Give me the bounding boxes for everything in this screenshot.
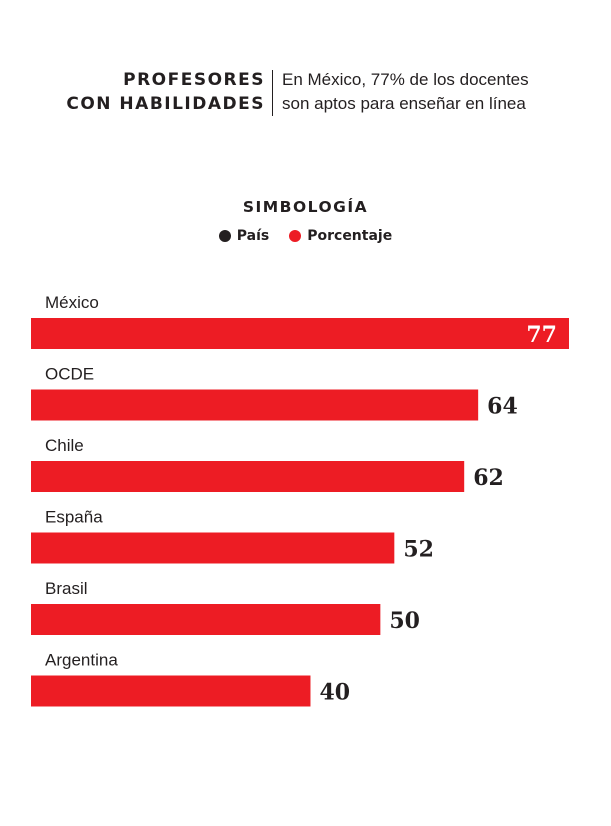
legend-dot-porcentaje-icon: [289, 230, 302, 242]
category-label-0: México: [45, 293, 99, 312]
value-label-1: 64: [487, 394, 518, 420]
bar-3: [31, 532, 395, 564]
legend: País Porcentaje: [0, 228, 611, 244]
category-label-5: Argentina: [45, 651, 118, 670]
subtitle-line-2: son aptos para enseñar en línea: [282, 94, 526, 113]
value-label-0: 77: [526, 322, 557, 348]
title-line-1: PROFESORES: [123, 70, 265, 90]
value-label-5: 40: [319, 680, 350, 706]
title-line-2: CON HABILIDADES: [66, 94, 265, 114]
value-label-3: 52: [403, 537, 434, 563]
bar-1: [31, 389, 479, 421]
bar-2: [31, 461, 465, 492]
value-label-4: 50: [389, 608, 420, 634]
bar-0: [31, 318, 569, 349]
bar-5: [31, 675, 311, 707]
bar-chart: México 77 OCDE 64 Chile 62 España 52 Brasil 50 Arg…: [31, 293, 569, 707]
header-divider: [272, 70, 273, 116]
legend-item-pais: País: [218, 228, 270, 244]
category-label-3: España: [45, 508, 103, 527]
category-label-4: Brasil: [45, 579, 88, 598]
chart-title: PROFESORES CON HABILIDADES: [66, 68, 265, 116]
legend-item-porcentaje: Porcentaje: [289, 228, 392, 244]
legend-label-porcentaje: Porcentaje: [307, 228, 393, 244]
legend-label-pais: País: [236, 228, 270, 244]
legend-dot-pais-icon: [218, 230, 231, 242]
subtitle-line-1: En México, 77% de los docentes: [282, 70, 529, 89]
value-label-2: 62: [473, 465, 504, 491]
category-label-1: OCDE: [45, 365, 94, 384]
chart-subtitle: En México, 77% de los docentes son aptos…: [282, 68, 529, 116]
chart-header: PROFESORES CON HABILIDADES En México, 77…: [0, 66, 611, 118]
bar-4: [31, 604, 381, 635]
category-label-2: Chile: [45, 436, 84, 455]
legend-title: SIMBOLOGÍA: [242, 198, 369, 216]
